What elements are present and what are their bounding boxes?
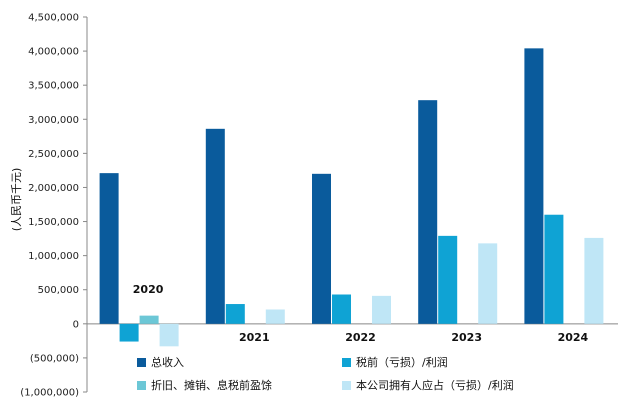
bar-2022-series-2 [332, 294, 351, 324]
legend-swatch-4 [342, 381, 351, 390]
legend-label-1: 总收入 [151, 355, 184, 369]
y-tick-label: 2,000,000 [28, 183, 79, 194]
bar-2024-series-4 [584, 237, 604, 324]
category-label-2024: 2024 [558, 331, 589, 344]
bar-2024-series-1 [524, 48, 544, 324]
bar-2023-series-1 [418, 100, 438, 324]
category-label-2021: 2021 [239, 331, 270, 344]
category-label-2022: 2022 [345, 331, 376, 344]
bar-2020-series-2 [119, 323, 139, 342]
legend-label-2: 税前（亏损）/利润 [356, 355, 448, 369]
y-tick-label: 3,000,000 [28, 115, 79, 126]
legend-swatch-3 [137, 381, 146, 390]
bar-2022-series-4 [372, 295, 391, 324]
y-axis-label: (人民币千元) [10, 168, 23, 232]
y-tick-label: (1,000,000) [20, 388, 79, 399]
bar-2021-series-4 [265, 309, 285, 324]
y-tick-label: 2,500,000 [28, 149, 79, 160]
y-tick-label: 0 [73, 319, 79, 330]
y-tick-label: 1,500,000 [28, 217, 79, 228]
bar-2020-series-3 [139, 315, 159, 324]
category-label-2023: 2023 [451, 331, 482, 344]
bar-2023-series-4 [478, 243, 498, 324]
bar-2020-series-4 [159, 323, 179, 347]
y-tick-label: 500,000 [38, 285, 79, 296]
legend-swatch-2 [342, 358, 351, 367]
bar-2022-series-1 [312, 173, 331, 324]
category-label-2020: 2020 [133, 283, 164, 296]
y-tick-label: 3,500,000 [28, 81, 79, 92]
bar-2021-series-1 [205, 128, 225, 324]
bars [99, 48, 604, 347]
bar-2023-series-2 [438, 235, 458, 324]
bar-2020-series-1 [99, 173, 119, 324]
y-tick-label: 4,000,000 [28, 47, 79, 58]
y-tick-label: (500,000) [30, 353, 79, 364]
bar-2021-series-2 [225, 304, 245, 324]
y-tick-label: 4,500,000 [28, 13, 79, 24]
legend-swatch-1 [137, 358, 146, 367]
bar-2024-series-2 [544, 214, 564, 324]
legend-label-4: 本公司拥有人应占（亏损）/利润 [356, 378, 514, 392]
y-tick-label: 1,000,000 [28, 251, 79, 262]
legend-label-3: 折旧、摊销、息税前盈馀 [151, 378, 272, 392]
y-axis-ticks: (1,000,000) (500,000) 0 500,000 1,000,000 1,5… [20, 13, 87, 399]
category-labels: 2020 2021 2022 2023 2024 [133, 283, 589, 344]
